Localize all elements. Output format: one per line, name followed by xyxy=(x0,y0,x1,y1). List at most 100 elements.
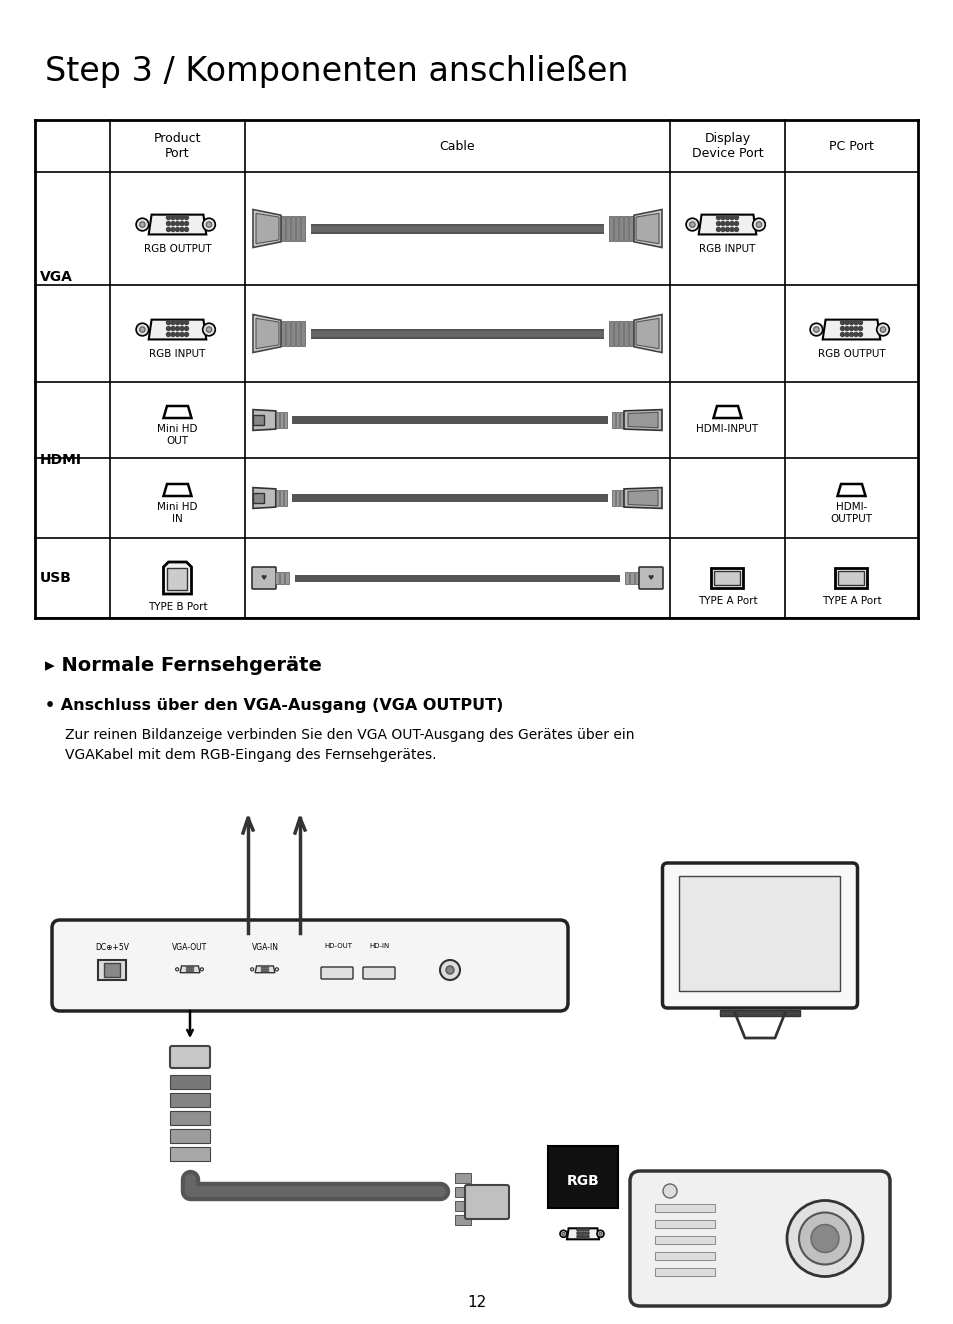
Circle shape xyxy=(586,1233,589,1234)
Text: Mini HD
IN: Mini HD IN xyxy=(157,502,197,523)
Circle shape xyxy=(175,327,179,331)
Text: ♥: ♥ xyxy=(647,575,654,581)
Circle shape xyxy=(184,216,189,220)
Circle shape xyxy=(844,327,848,331)
Bar xyxy=(612,490,615,506)
Bar xyxy=(455,1201,471,1211)
Circle shape xyxy=(720,216,724,220)
Circle shape xyxy=(175,320,179,324)
Bar xyxy=(623,322,627,346)
Bar xyxy=(170,1111,210,1125)
Bar xyxy=(170,1147,210,1161)
Bar xyxy=(98,960,126,980)
Text: Product
Port: Product Port xyxy=(153,132,201,160)
Bar xyxy=(281,216,285,241)
Circle shape xyxy=(858,327,862,331)
Circle shape xyxy=(167,332,171,336)
Bar xyxy=(295,216,299,241)
Circle shape xyxy=(167,221,171,225)
Bar xyxy=(311,224,603,233)
Circle shape xyxy=(167,228,171,232)
Text: HDMI-
OUTPUT: HDMI- OUTPUT xyxy=(830,502,872,523)
Text: RGB INPUT: RGB INPUT xyxy=(150,350,206,359)
Circle shape xyxy=(840,320,843,324)
Circle shape xyxy=(597,1230,603,1238)
Circle shape xyxy=(167,327,171,331)
Text: 12: 12 xyxy=(467,1295,486,1309)
Bar xyxy=(655,1268,714,1276)
FancyBboxPatch shape xyxy=(170,1046,210,1068)
Text: DC⊕+5V: DC⊕+5V xyxy=(95,943,129,952)
Circle shape xyxy=(786,1201,862,1276)
Circle shape xyxy=(880,327,884,332)
Text: USB: USB xyxy=(40,571,71,585)
Circle shape xyxy=(756,222,760,228)
Bar xyxy=(618,322,622,346)
Text: VGA-IN: VGA-IN xyxy=(252,943,278,952)
Circle shape xyxy=(729,221,733,225)
Bar xyxy=(275,412,278,428)
Circle shape xyxy=(725,216,729,220)
Polygon shape xyxy=(255,213,278,244)
Circle shape xyxy=(876,323,888,336)
Bar xyxy=(170,1094,210,1107)
Circle shape xyxy=(180,228,184,232)
Text: RGB OUTPUT: RGB OUTPUT xyxy=(144,245,212,254)
Circle shape xyxy=(662,1184,677,1198)
Circle shape xyxy=(586,1235,589,1238)
Circle shape xyxy=(848,332,853,336)
Bar xyxy=(292,416,607,424)
Bar xyxy=(275,490,278,506)
Polygon shape xyxy=(636,213,659,244)
Circle shape xyxy=(439,960,459,980)
FancyBboxPatch shape xyxy=(320,967,353,978)
Bar xyxy=(280,572,284,584)
Circle shape xyxy=(813,327,819,332)
Circle shape xyxy=(180,320,184,324)
Polygon shape xyxy=(149,319,206,339)
Bar xyxy=(619,412,622,428)
Bar xyxy=(295,322,299,346)
Circle shape xyxy=(136,323,149,336)
Text: ♥: ♥ xyxy=(260,575,267,581)
Circle shape xyxy=(180,327,184,331)
Bar xyxy=(608,322,613,346)
Polygon shape xyxy=(634,315,661,352)
Circle shape xyxy=(720,228,724,232)
Bar xyxy=(614,322,618,346)
Bar xyxy=(279,490,282,506)
Text: Mini HD
OUT: Mini HD OUT xyxy=(157,424,197,446)
Text: ▸ Normale Fernsehgeräte: ▸ Normale Fernsehgeräte xyxy=(45,655,321,675)
Circle shape xyxy=(175,221,179,225)
Text: PC Port: PC Port xyxy=(828,139,873,152)
FancyBboxPatch shape xyxy=(464,1185,509,1219)
Bar xyxy=(281,322,285,346)
Bar xyxy=(619,490,622,506)
Circle shape xyxy=(446,967,454,974)
Text: Step 3 / Komponenten anschließen: Step 3 / Komponenten anschließen xyxy=(45,56,628,87)
Bar xyxy=(301,322,305,346)
Circle shape xyxy=(180,332,184,336)
Circle shape xyxy=(578,1233,581,1234)
Bar xyxy=(835,568,866,588)
Circle shape xyxy=(167,320,171,324)
Bar xyxy=(311,225,603,232)
Bar xyxy=(623,216,627,241)
Bar xyxy=(618,216,622,241)
Bar xyxy=(286,216,290,241)
Bar xyxy=(292,494,607,502)
Bar xyxy=(283,490,287,506)
FancyBboxPatch shape xyxy=(661,863,857,1008)
Bar xyxy=(291,216,294,241)
FancyBboxPatch shape xyxy=(629,1170,889,1305)
Bar xyxy=(629,572,634,584)
Circle shape xyxy=(840,327,843,331)
Circle shape xyxy=(734,221,738,225)
Bar xyxy=(286,322,290,346)
Bar xyxy=(655,1237,714,1245)
Circle shape xyxy=(175,332,179,336)
Circle shape xyxy=(584,1233,586,1234)
Bar xyxy=(616,412,618,428)
Polygon shape xyxy=(627,490,658,506)
Bar xyxy=(714,571,740,585)
